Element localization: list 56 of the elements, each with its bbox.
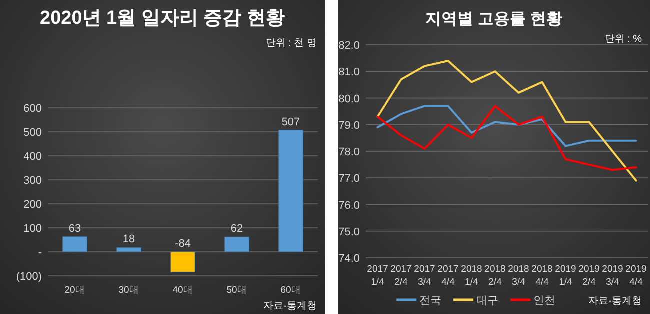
y-tick-label: 100	[24, 223, 42, 235]
text: 자료-통계청	[264, 301, 317, 312]
legend-label: 대구	[476, 295, 498, 307]
y-tick-label: 200	[24, 199, 42, 211]
x-tick-label: 2018 1/4	[461, 264, 482, 288]
line-series	[376, 105, 638, 172]
bar	[170, 252, 196, 272]
x-tick-label: 60대	[280, 285, 302, 296]
x-tick-label: 40대	[172, 285, 194, 296]
x-tick-label: 2017 2/4	[390, 264, 412, 288]
y-tick-label: -	[38, 247, 42, 259]
y-tick-label: 81.0	[338, 66, 360, 79]
data-label: 18	[122, 234, 136, 246]
x-tick-label: 20대	[64, 285, 86, 296]
bar	[278, 130, 304, 252]
y-tick-label: 82.0	[338, 40, 360, 52]
x-tick-label: 2017 1/4	[367, 264, 388, 288]
x-tick-label: 2017 3/4	[414, 264, 436, 288]
legend-label: 전국	[420, 295, 442, 307]
x-tick-label: 50대	[226, 285, 248, 296]
x-tick-label: 2017 4/4	[438, 264, 459, 288]
x-tick-label: 2019 3/4	[602, 264, 624, 288]
data-label: 63	[68, 222, 82, 235]
y-tick-label: 80.0	[338, 93, 360, 106]
x-tick-label: 2019 2/4	[578, 264, 600, 288]
data-label: -84	[175, 238, 191, 250]
annotation: 단위 : %	[604, 34, 642, 45]
chart-title: 지역별 고용률 현황	[426, 11, 562, 28]
data-label: 62	[230, 223, 244, 236]
y-tick-label: 75.0	[338, 226, 360, 238]
line-series	[376, 60, 638, 182]
y-tick-label: 74.0	[338, 253, 360, 265]
y-tick-label: 79.0	[338, 120, 360, 132]
y-tick-label: (100)	[16, 271, 42, 283]
y-tick-label: 400	[24, 151, 42, 163]
line-series	[376, 105, 638, 148]
chart-title: 2020년 1월 일자리 증감 현황	[40, 8, 285, 29]
bar	[62, 236, 88, 252]
x-tick-label: 30대	[118, 285, 140, 296]
y-tick-label: 77.0	[338, 173, 360, 186]
y-tick-label: 76.0	[338, 200, 360, 212]
x-tick-label: 2019 1/4	[555, 264, 576, 288]
bar	[224, 236, 250, 252]
text: 단위 : 천 명	[266, 38, 317, 49]
y-tick-label: 78.0	[338, 146, 360, 158]
y-tick-label: 500	[24, 127, 42, 139]
x-tick-label: 2019 4/4	[626, 264, 647, 288]
text: 자료-통계청	[588, 296, 642, 307]
y-tick-label: 600	[24, 103, 42, 115]
x-tick-label: 2018 4/4	[532, 264, 553, 288]
x-tick-label: 2018 2/4	[484, 264, 506, 288]
x-tick-label: 2018 3/4	[508, 264, 530, 288]
y-tick-label: 300	[24, 175, 42, 187]
legend-label: 인천	[534, 295, 556, 307]
data-label: 507	[282, 116, 300, 128]
bar	[116, 247, 142, 252]
